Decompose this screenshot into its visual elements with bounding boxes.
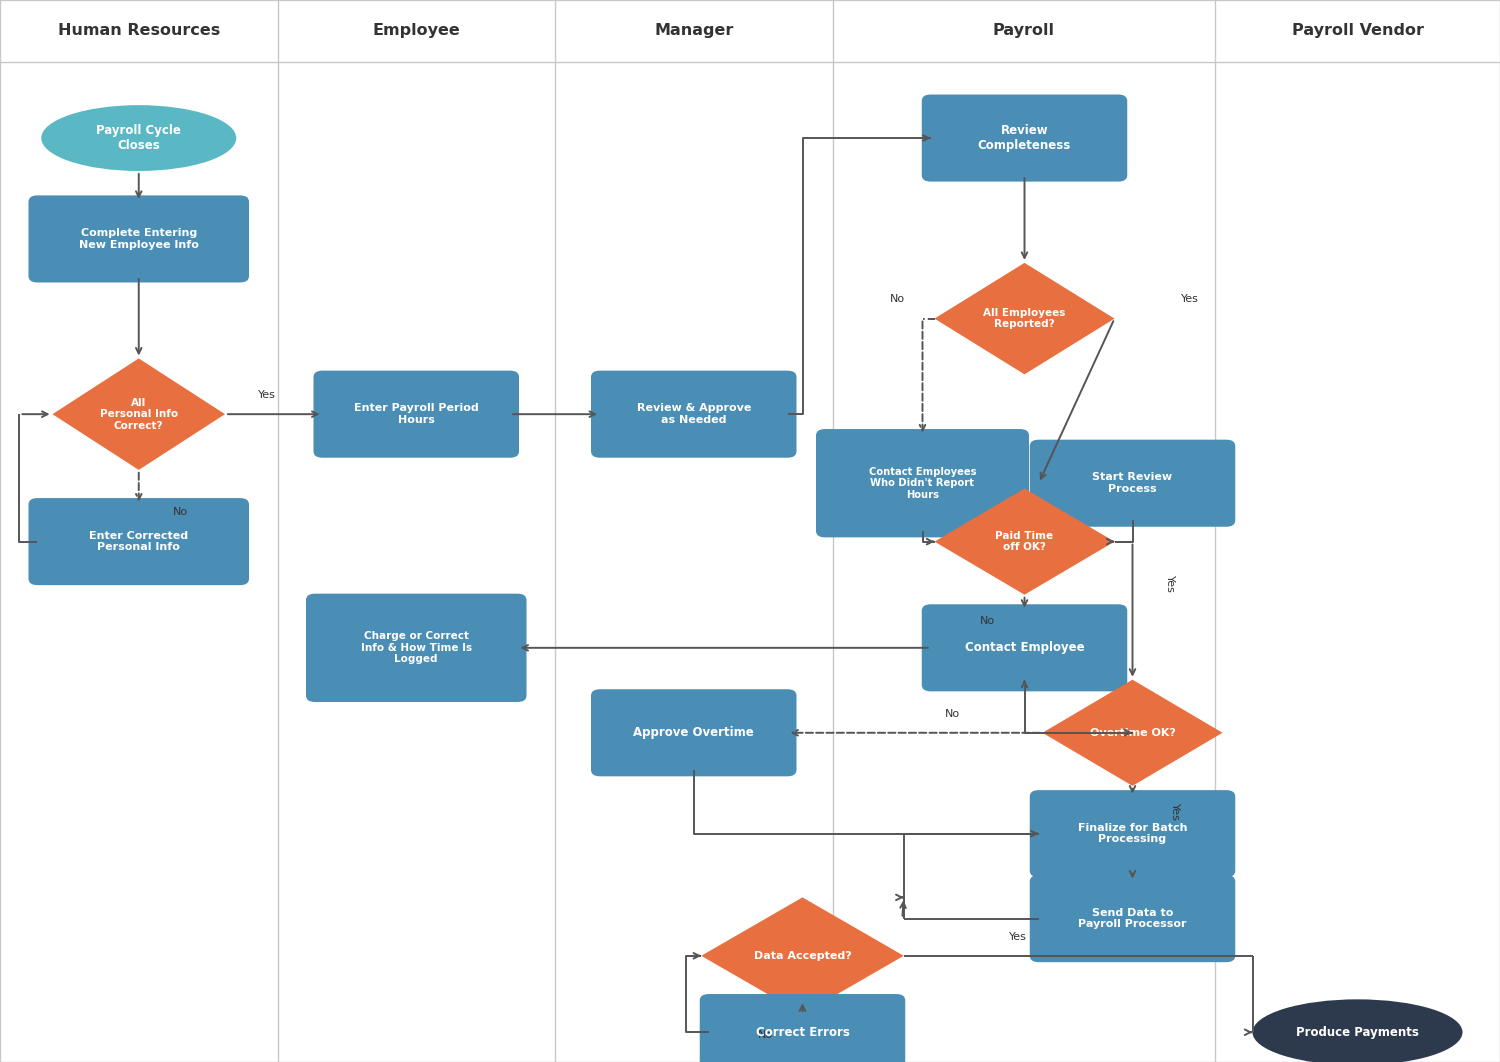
Ellipse shape: [1252, 999, 1462, 1062]
Text: Complete Entering
New Employee Info: Complete Entering New Employee Info: [80, 228, 198, 250]
Polygon shape: [934, 263, 1114, 375]
Text: Yes: Yes: [258, 390, 276, 400]
Text: Enter Corrected
Personal Info: Enter Corrected Personal Info: [88, 531, 189, 552]
Text: Data Accepted?: Data Accepted?: [753, 950, 852, 961]
Text: Yes: Yes: [1166, 576, 1174, 593]
Text: Contact Employee: Contact Employee: [964, 641, 1084, 654]
FancyBboxPatch shape: [28, 498, 249, 585]
Text: Produce Payments: Produce Payments: [1296, 1026, 1419, 1039]
Text: Send Data to
Payroll Processor: Send Data to Payroll Processor: [1078, 908, 1186, 929]
FancyBboxPatch shape: [921, 604, 1128, 691]
FancyBboxPatch shape: [699, 994, 904, 1062]
Text: Approve Overtime: Approve Overtime: [633, 726, 754, 739]
FancyBboxPatch shape: [28, 195, 249, 282]
Text: Contact Employees
Who Didn't Report
Hours: Contact Employees Who Didn't Report Hour…: [868, 466, 976, 500]
Text: No: No: [945, 708, 960, 719]
FancyBboxPatch shape: [591, 371, 796, 458]
Text: All Employees
Reported?: All Employees Reported?: [984, 308, 1065, 329]
Text: Overtime OK?: Overtime OK?: [1089, 727, 1176, 738]
Text: Start Review
Process: Start Review Process: [1092, 473, 1173, 494]
Text: Yes: Yes: [1180, 294, 1198, 305]
Text: Payroll Cycle
Closes: Payroll Cycle Closes: [96, 124, 182, 152]
Text: Payroll Vendor: Payroll Vendor: [1292, 23, 1424, 38]
Text: All
Personal Info
Correct?: All Personal Info Correct?: [99, 397, 178, 431]
FancyBboxPatch shape: [1029, 440, 1236, 527]
FancyBboxPatch shape: [306, 594, 526, 702]
FancyBboxPatch shape: [314, 371, 519, 458]
Text: Paid Time
off OK?: Paid Time off OK?: [996, 531, 1053, 552]
Text: Yes: Yes: [1170, 804, 1179, 821]
Polygon shape: [1042, 680, 1222, 786]
Text: No: No: [980, 616, 994, 627]
Text: Review & Approve
as Needed: Review & Approve as Needed: [636, 404, 752, 425]
Ellipse shape: [42, 105, 237, 171]
Text: Payroll: Payroll: [993, 23, 1054, 38]
FancyBboxPatch shape: [1029, 875, 1236, 962]
FancyBboxPatch shape: [591, 689, 796, 776]
Text: Yes: Yes: [1010, 931, 1028, 942]
Text: No: No: [758, 1030, 772, 1041]
Polygon shape: [700, 897, 903, 1014]
Text: No: No: [172, 508, 189, 517]
Text: Correct Errors: Correct Errors: [756, 1026, 849, 1039]
FancyBboxPatch shape: [816, 429, 1029, 537]
Polygon shape: [53, 359, 225, 470]
Polygon shape: [934, 489, 1114, 595]
Text: Review
Completeness: Review Completeness: [978, 124, 1071, 152]
Text: No: No: [890, 294, 904, 305]
Text: Finalize for Batch
Processing: Finalize for Batch Processing: [1077, 823, 1188, 844]
FancyBboxPatch shape: [921, 95, 1128, 182]
Text: Employee: Employee: [372, 23, 460, 38]
Text: Manager: Manager: [654, 23, 734, 38]
Text: Human Resources: Human Resources: [57, 23, 220, 38]
Text: Charge or Correct
Info & How Time Is
Logged: Charge or Correct Info & How Time Is Log…: [360, 631, 472, 665]
FancyBboxPatch shape: [1029, 790, 1236, 877]
Text: Enter Payroll Period
Hours: Enter Payroll Period Hours: [354, 404, 478, 425]
